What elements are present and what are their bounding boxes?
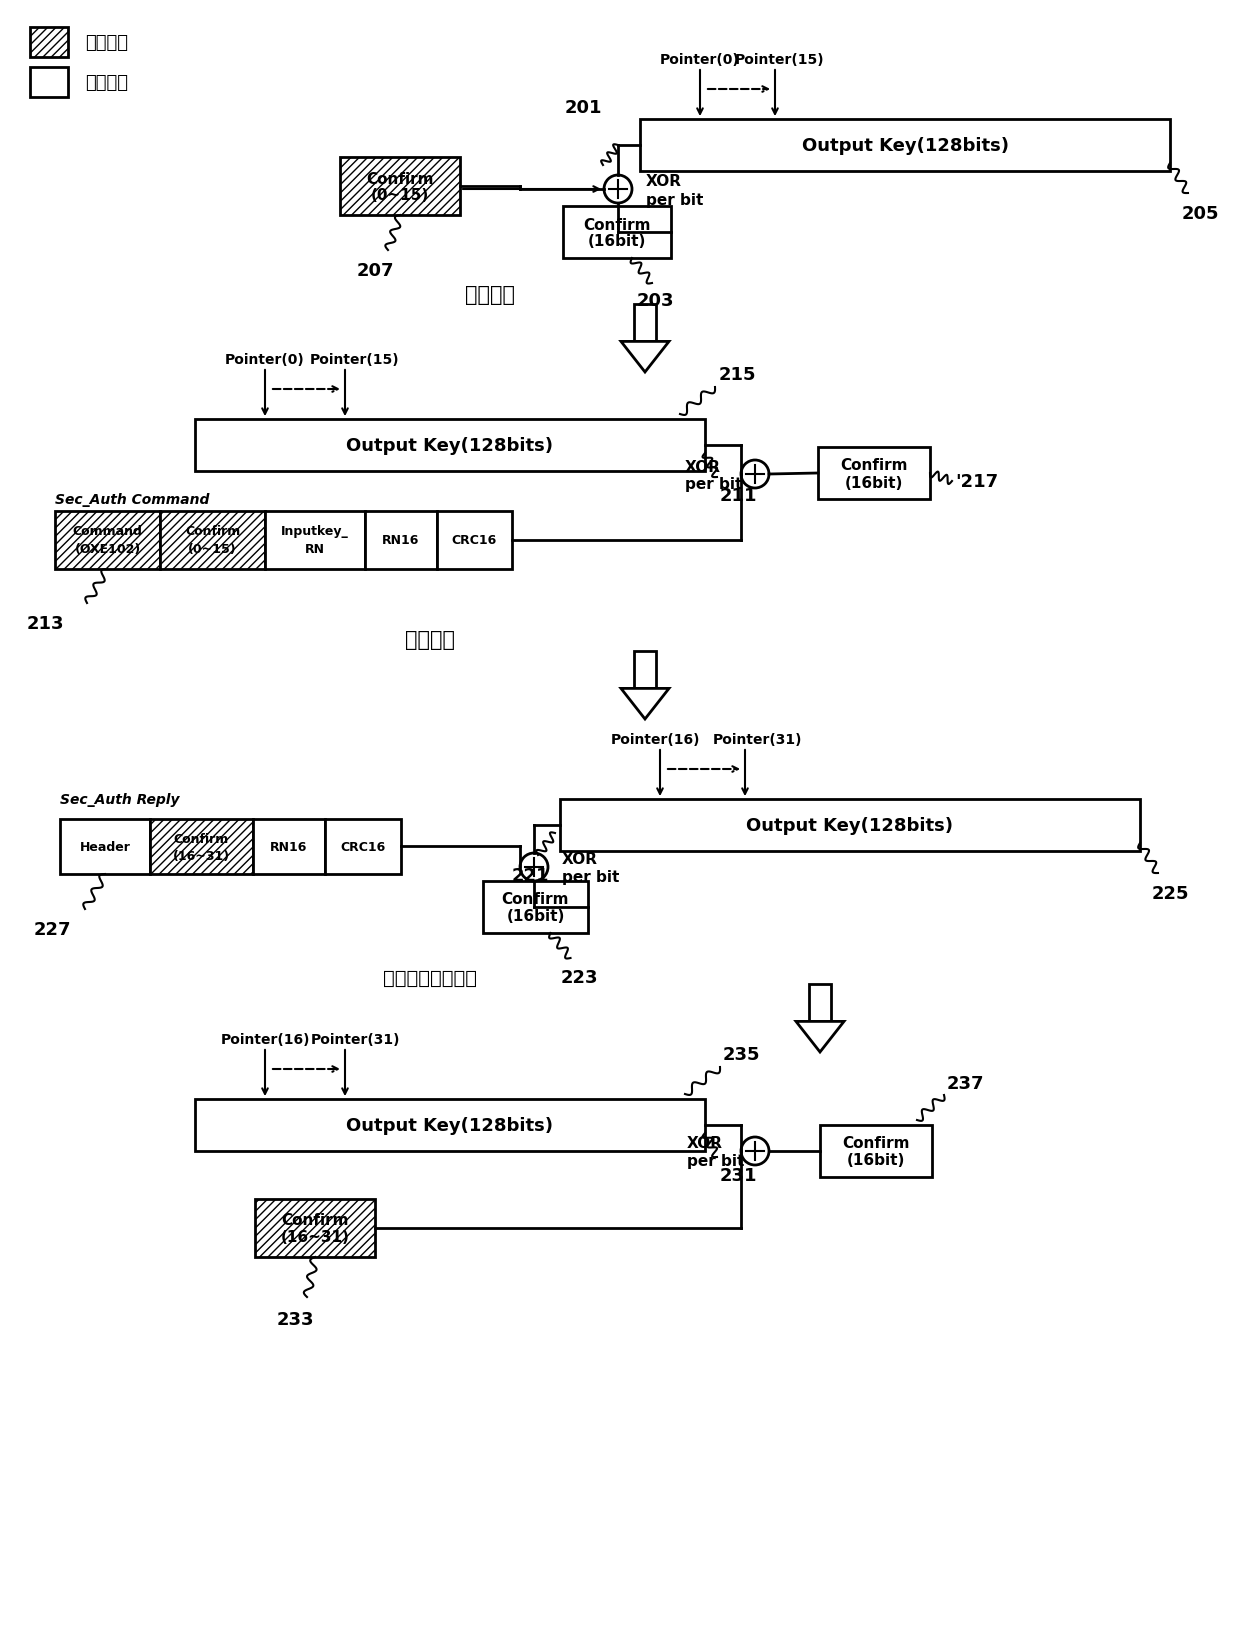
Text: (0~15): (0~15) xyxy=(188,543,237,556)
Text: 233: 233 xyxy=(277,1310,314,1328)
Text: 201: 201 xyxy=(564,98,601,116)
Bar xyxy=(634,652,656,688)
Text: 211: 211 xyxy=(720,487,758,505)
Text: Pointer(15): Pointer(15) xyxy=(310,352,399,367)
Text: Pointer(15): Pointer(15) xyxy=(735,52,825,67)
Text: per bit: per bit xyxy=(684,477,743,492)
Text: 非加密区: 非加密区 xyxy=(86,74,128,92)
Text: Confirm: Confirm xyxy=(842,1136,910,1151)
Polygon shape xyxy=(796,1021,844,1052)
Text: per bit: per bit xyxy=(562,870,619,885)
Bar xyxy=(818,447,930,500)
Text: XOR: XOR xyxy=(687,1136,723,1151)
Text: Confirm: Confirm xyxy=(502,892,569,906)
Text: XOR: XOR xyxy=(646,174,682,190)
Text: (OXE102): (OXE102) xyxy=(74,543,140,556)
Text: Inputkey_: Inputkey_ xyxy=(281,524,348,538)
Text: Confirm: Confirm xyxy=(366,172,434,187)
Bar xyxy=(265,511,365,570)
Text: (16~31): (16~31) xyxy=(172,849,231,862)
Bar xyxy=(195,1100,706,1151)
Text: 221: 221 xyxy=(511,867,549,885)
Bar xyxy=(325,820,401,875)
Text: (0~15): (0~15) xyxy=(371,188,429,203)
Text: per bit: per bit xyxy=(687,1154,744,1169)
Text: 231: 231 xyxy=(720,1167,758,1185)
Polygon shape xyxy=(621,688,670,720)
Bar xyxy=(150,820,253,875)
Bar xyxy=(340,157,460,216)
Text: Pointer(0): Pointer(0) xyxy=(660,52,740,67)
Text: per bit: per bit xyxy=(646,192,703,208)
Text: Output Key(128bits): Output Key(128bits) xyxy=(746,816,954,834)
Bar xyxy=(30,67,68,98)
Text: Pointer(31): Pointer(31) xyxy=(310,1033,399,1046)
Text: Header: Header xyxy=(79,841,130,854)
Text: 验证服务器端解密: 验证服务器端解密 xyxy=(383,969,477,987)
Text: (16~31): (16~31) xyxy=(280,1229,350,1244)
Text: 205: 205 xyxy=(1182,205,1219,223)
Bar xyxy=(560,800,1140,852)
Bar xyxy=(160,511,265,570)
Text: Pointer(31): Pointer(31) xyxy=(712,733,802,746)
Text: 223: 223 xyxy=(560,969,598,987)
Text: CRC16: CRC16 xyxy=(340,841,386,854)
Text: Pointer(16): Pointer(16) xyxy=(221,1033,310,1046)
Bar xyxy=(436,511,512,570)
Text: RN: RN xyxy=(305,543,325,556)
Text: Output Key(128bits): Output Key(128bits) xyxy=(346,436,553,454)
Text: (16bit): (16bit) xyxy=(588,234,646,249)
Bar xyxy=(253,820,325,875)
Text: 203: 203 xyxy=(637,292,675,310)
Text: XOR: XOR xyxy=(684,459,720,474)
Text: 解密标签: 解密标签 xyxy=(465,285,515,305)
Bar xyxy=(255,1200,374,1257)
Text: CRC16: CRC16 xyxy=(451,534,497,547)
Text: Confirm: Confirm xyxy=(583,218,651,233)
Text: Confirm: Confirm xyxy=(281,1213,348,1228)
Text: XOR: XOR xyxy=(562,852,598,867)
Text: 235: 235 xyxy=(723,1046,760,1064)
Bar xyxy=(808,985,831,1021)
Bar xyxy=(484,882,588,934)
Text: Confirm: Confirm xyxy=(841,459,908,474)
Text: 加密标签: 加密标签 xyxy=(405,629,455,649)
Polygon shape xyxy=(621,343,670,372)
Text: Confirm: Confirm xyxy=(185,524,241,538)
Text: (16bit): (16bit) xyxy=(844,475,903,490)
Bar xyxy=(30,28,68,57)
Text: Sec_Auth Reply: Sec_Auth Reply xyxy=(60,793,180,806)
Bar xyxy=(365,511,436,570)
Text: 225: 225 xyxy=(1152,885,1189,903)
Text: Pointer(16): Pointer(16) xyxy=(610,733,699,746)
Text: 237: 237 xyxy=(947,1074,985,1092)
Text: 227: 227 xyxy=(33,921,71,939)
Text: 213: 213 xyxy=(26,615,63,633)
Text: RN16: RN16 xyxy=(382,534,419,547)
Text: '217: '217 xyxy=(955,472,998,490)
Text: Command: Command xyxy=(73,524,143,538)
Bar xyxy=(55,511,160,570)
Text: RN16: RN16 xyxy=(270,841,308,854)
Text: Output Key(128bits): Output Key(128bits) xyxy=(346,1116,553,1134)
Bar xyxy=(563,207,671,259)
Text: 207: 207 xyxy=(356,262,394,280)
Text: Pointer(0): Pointer(0) xyxy=(226,352,305,367)
Text: (16bit): (16bit) xyxy=(847,1152,905,1167)
Bar xyxy=(60,820,150,875)
Text: 215: 215 xyxy=(719,365,756,384)
Bar xyxy=(195,420,706,472)
Text: Confirm: Confirm xyxy=(174,833,229,846)
Bar xyxy=(820,1126,932,1177)
Text: 加密区域: 加密区域 xyxy=(86,34,128,52)
Text: Output Key(128bits): Output Key(128bits) xyxy=(801,138,1008,156)
Bar xyxy=(640,120,1171,172)
Bar xyxy=(634,305,656,343)
Text: Sec_Auth Command: Sec_Auth Command xyxy=(55,493,210,506)
Text: (16bit): (16bit) xyxy=(506,910,564,924)
